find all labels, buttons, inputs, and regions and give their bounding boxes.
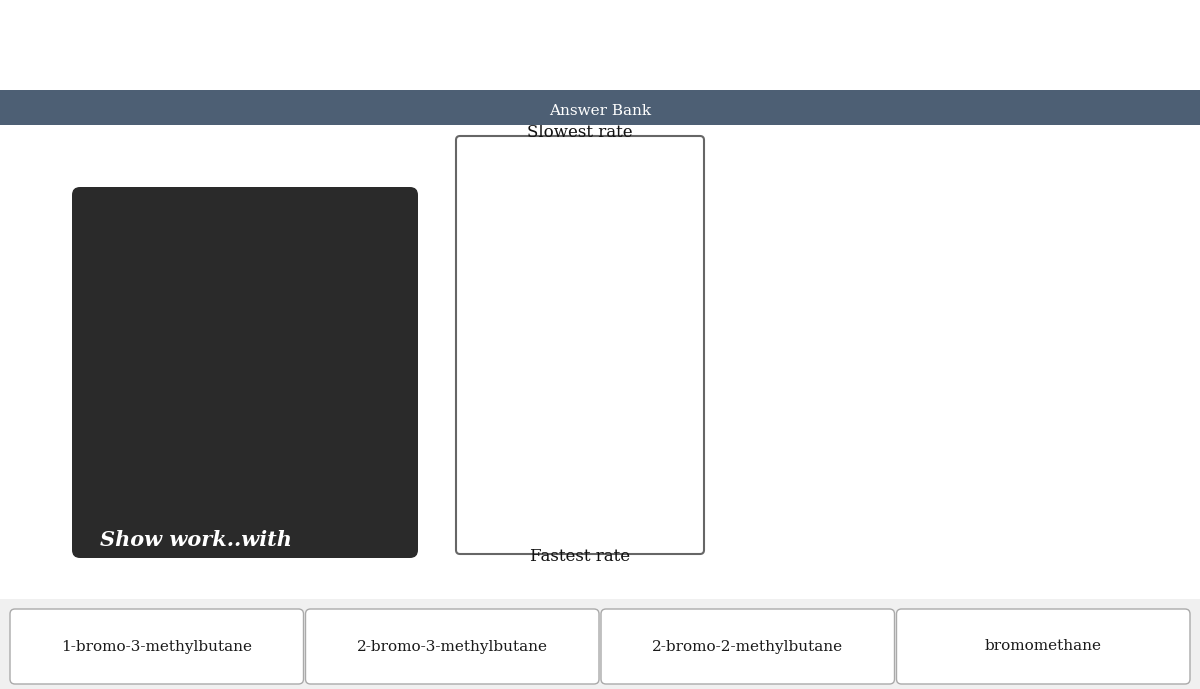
Text: Show work..with
explanation needed.
don’t give
Handwritten answer.
don’t use Ai : Show work..with explanation needed. don’… bbox=[100, 530, 343, 689]
FancyBboxPatch shape bbox=[601, 609, 894, 684]
Text: Fastest rate: Fastest rate bbox=[530, 548, 630, 565]
Text: 2-bromo-2-methylbutane: 2-bromo-2-methylbutane bbox=[652, 639, 844, 653]
FancyBboxPatch shape bbox=[72, 187, 418, 558]
Text: bromomethane: bromomethane bbox=[985, 639, 1102, 653]
Bar bbox=[0, 599, 1200, 689]
Text: Arrange these compounds from fastest $S_N$1 reaction rate to slowest $S_N$1 reac: Arrange these compounds from fastest $S_… bbox=[8, 678, 766, 689]
Text: Answer Bank: Answer Bank bbox=[548, 104, 652, 118]
Text: Slowest rate: Slowest rate bbox=[527, 124, 632, 141]
Text: 1-bromo-3-methylbutane: 1-bromo-3-methylbutane bbox=[61, 639, 252, 653]
FancyBboxPatch shape bbox=[306, 609, 599, 684]
FancyBboxPatch shape bbox=[10, 609, 304, 684]
Text: 2-bromo-3-methylbutane: 2-bromo-3-methylbutane bbox=[356, 639, 547, 653]
Bar bbox=[0, 90, 1200, 125]
FancyBboxPatch shape bbox=[456, 136, 704, 554]
FancyBboxPatch shape bbox=[896, 609, 1190, 684]
